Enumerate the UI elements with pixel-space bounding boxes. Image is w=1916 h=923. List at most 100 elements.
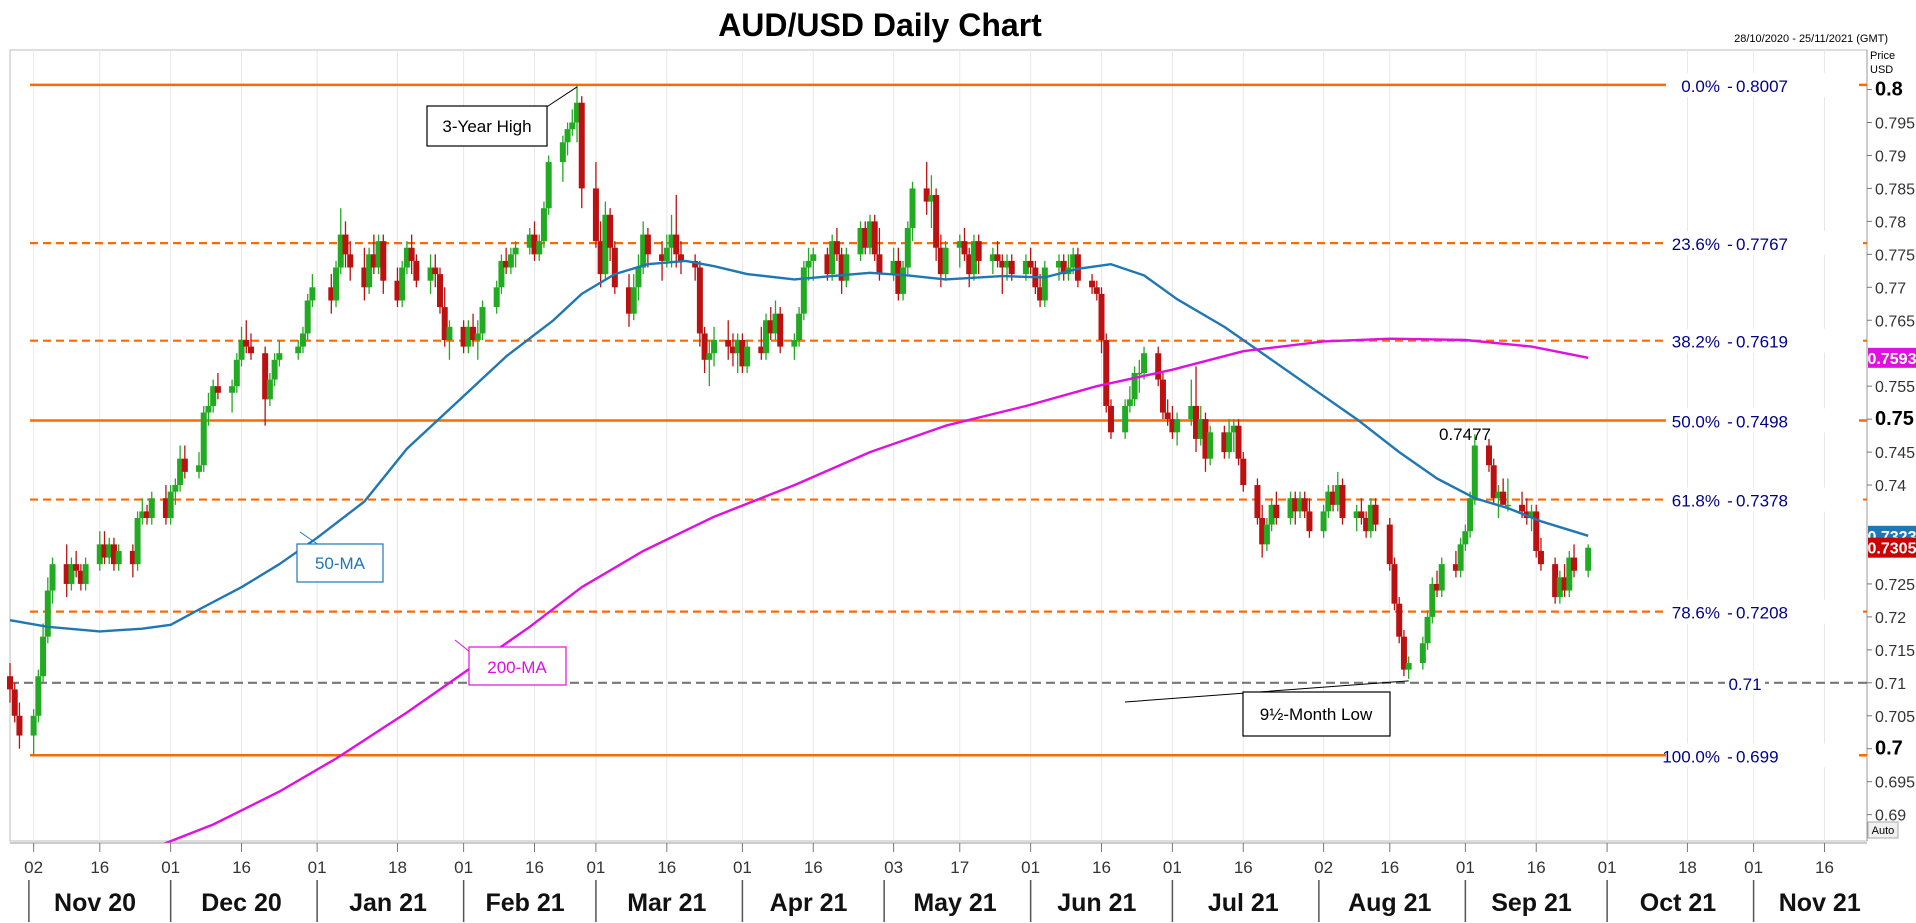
candle-up bbox=[498, 254, 505, 294]
y-tick-label: 0.755 bbox=[1875, 379, 1915, 396]
candle-up bbox=[233, 353, 240, 393]
candle-up bbox=[1457, 537, 1464, 578]
candle-down bbox=[923, 162, 930, 215]
x-day-label: 01 bbox=[161, 858, 180, 877]
candle-up bbox=[904, 221, 911, 275]
candle-down bbox=[436, 267, 443, 314]
candle-up bbox=[196, 452, 203, 479]
high-leader-line bbox=[544, 86, 578, 109]
candle-down bbox=[767, 307, 774, 341]
candle-body bbox=[677, 254, 684, 261]
candle-up bbox=[1405, 656, 1412, 679]
candle-body bbox=[436, 274, 443, 308]
candle-up bbox=[545, 155, 552, 215]
candle-body bbox=[1504, 504, 1511, 507]
candle-up bbox=[1419, 636, 1426, 670]
candle-body bbox=[592, 188, 599, 242]
candle-body bbox=[1287, 498, 1294, 519]
candle-body bbox=[347, 254, 354, 268]
candle-body bbox=[701, 333, 708, 360]
candle-down bbox=[63, 544, 70, 598]
candle-up bbox=[1287, 491, 1294, 525]
candle-up bbox=[1263, 518, 1270, 551]
candle-body bbox=[1301, 498, 1308, 512]
candle-body bbox=[692, 260, 699, 268]
auto-scale-button[interactable] bbox=[1867, 821, 1899, 839]
candle-body bbox=[956, 241, 963, 248]
candle-down bbox=[1372, 498, 1379, 532]
price-tag-bg bbox=[1868, 347, 1916, 368]
candle-down bbox=[1202, 412, 1209, 472]
candle-up bbox=[139, 498, 146, 525]
candle-down bbox=[644, 227, 651, 268]
candle-down bbox=[838, 247, 845, 294]
candle-body bbox=[1485, 445, 1492, 466]
candle-down bbox=[1396, 597, 1403, 644]
candle-body bbox=[758, 346, 765, 354]
candle-body bbox=[739, 340, 746, 367]
candle-down bbox=[999, 254, 1006, 294]
candle-down bbox=[862, 221, 869, 255]
candle-body bbox=[1462, 531, 1469, 545]
candle-body bbox=[276, 353, 283, 360]
candle-down bbox=[692, 254, 699, 281]
candle-body bbox=[1131, 372, 1138, 400]
fib-level-value: 0.7619 bbox=[1736, 333, 1788, 352]
y-tick-label: 0.765 bbox=[1875, 313, 1915, 330]
candle-up bbox=[1438, 557, 1445, 598]
candle-up bbox=[1325, 485, 1332, 519]
candle-down bbox=[129, 544, 136, 578]
candle-up bbox=[1197, 405, 1204, 446]
candle-down bbox=[1561, 564, 1568, 598]
candle-down bbox=[933, 188, 940, 261]
candle-body bbox=[1098, 293, 1105, 341]
candle-up bbox=[299, 326, 306, 354]
candle-up bbox=[512, 241, 519, 268]
price-tag-bg bbox=[1868, 537, 1916, 558]
candle-body bbox=[507, 254, 514, 268]
candle-down bbox=[11, 682, 18, 723]
candle-body bbox=[11, 689, 18, 716]
candle-body bbox=[1339, 485, 1346, 519]
candle-down bbox=[144, 504, 151, 525]
candle-up bbox=[49, 557, 56, 604]
candle-body bbox=[73, 564, 80, 571]
candle-body bbox=[904, 227, 911, 268]
candle-body bbox=[1372, 504, 1379, 525]
candle-body bbox=[569, 122, 576, 130]
candle-body bbox=[1552, 564, 1559, 598]
candle-down bbox=[739, 333, 746, 373]
candle-body bbox=[1254, 485, 1261, 519]
candle-down bbox=[758, 326, 765, 360]
x-day-label: 02 bbox=[24, 858, 43, 877]
y-tick-label: 0.775 bbox=[1875, 247, 1915, 264]
candle-down bbox=[1386, 518, 1393, 571]
y-tick-label: 0.72 bbox=[1875, 610, 1906, 627]
fib-level-separator: - bbox=[1727, 604, 1733, 623]
candle-down bbox=[380, 234, 387, 294]
candle-body bbox=[1193, 405, 1200, 439]
x-day-label: 01 bbox=[454, 858, 473, 877]
candle-up bbox=[148, 491, 155, 525]
candle-up bbox=[711, 326, 718, 367]
candle-body bbox=[361, 267, 368, 288]
candle-down bbox=[460, 320, 467, 354]
candle-down bbox=[1254, 478, 1261, 525]
candle-body bbox=[928, 195, 935, 202]
candle-body bbox=[989, 254, 996, 261]
x-month-label: Jun 21 bbox=[1057, 889, 1136, 917]
candle-down bbox=[1485, 438, 1492, 472]
ma50-label-box bbox=[296, 543, 384, 583]
candle-body bbox=[1467, 498, 1474, 532]
candle-body bbox=[210, 386, 217, 406]
candle-body bbox=[1055, 260, 1062, 268]
candle-body bbox=[994, 254, 1001, 261]
candle-body bbox=[630, 287, 637, 314]
y-tick-label: 0.785 bbox=[1875, 181, 1915, 198]
candle-body bbox=[1037, 287, 1044, 301]
candle-up bbox=[1188, 379, 1195, 426]
x-month-label: Nov 20 bbox=[54, 889, 136, 917]
candle-body bbox=[262, 353, 269, 400]
candle-body bbox=[933, 195, 940, 248]
low-box-label: 9½-Month Low bbox=[1260, 705, 1373, 724]
